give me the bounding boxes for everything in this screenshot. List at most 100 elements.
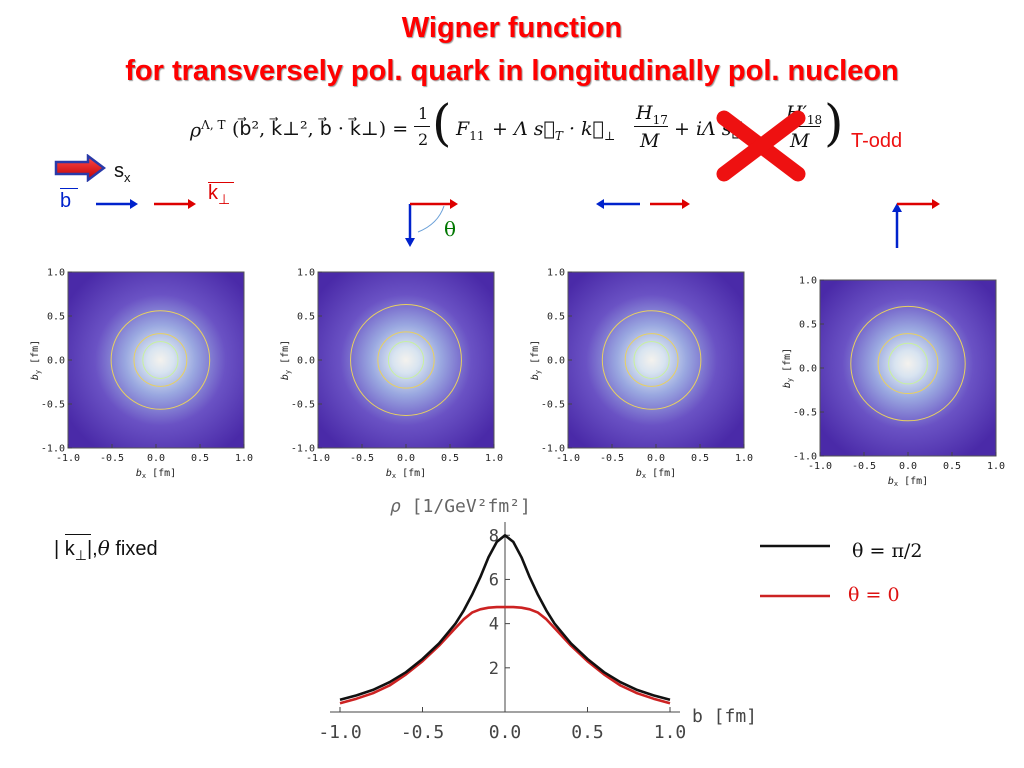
x-tick-label: -1.0: [306, 453, 330, 464]
heatmap-background: [820, 280, 996, 456]
sx-label: sx: [114, 160, 131, 185]
formula-term1: F11: [456, 118, 485, 143]
x-axis-label: bx [fm]: [636, 468, 676, 480]
y-axis-label: by [fm]: [782, 348, 794, 388]
x-tick-label: -0.5: [350, 453, 374, 464]
line-x-tick-label: 0.5: [571, 722, 604, 743]
y-tick-label: 1.0: [799, 276, 817, 287]
x-tick-label: -0.5: [852, 461, 876, 472]
k-label: k⊥: [208, 182, 234, 208]
legend-black-label: θ = π/2: [852, 540, 923, 562]
spin-arrow-icon: [54, 154, 106, 182]
formula-frac2-bar: [634, 126, 668, 127]
contour-line: [350, 304, 462, 416]
contour-line: [877, 333, 939, 395]
formula-lhs-args: (b⃗², k⃗⊥², b⃗ · k⃗⊥) =: [232, 118, 409, 140]
y-tick-label: -1.0: [541, 444, 565, 455]
slide-title-line2: for transversely pol. quark in longitudi…: [125, 55, 899, 87]
heatmap-frame: [819, 279, 997, 457]
heatmap-background: [318, 272, 494, 448]
x-tick-label: 1.0: [235, 453, 253, 464]
contour-line: [633, 341, 670, 379]
formula-paren-left: (: [432, 94, 452, 152]
x-tick-label: 0.0: [899, 461, 917, 472]
x-tick-label: 0.0: [397, 453, 415, 464]
y-tick-label: -0.5: [541, 400, 565, 411]
x-tick-label: -1.0: [56, 453, 80, 464]
y-tick-label: 0.0: [799, 364, 817, 375]
config-arrows-4: [892, 199, 940, 248]
formula: ρΛ, T (b⃗², k⃗⊥², b⃗ · k⃗⊥) = 1 2 ( F11 …: [190, 94, 844, 170]
x-axis-label: bx [fm]: [888, 476, 928, 488]
formula-paren-right: ): [824, 94, 844, 152]
line-x-tick-label: -0.5: [401, 722, 444, 743]
line-chart-x-label: b [fm]: [692, 706, 757, 727]
y-tick-label: -0.5: [41, 400, 65, 411]
y-tick-label: 1.0: [47, 268, 65, 279]
heatmap-4: -1.0 -0.5 0.0 0.5 1.0 1.0 0.5 0.0 -0.5 -1.0 bx [fm…: [782, 276, 1005, 489]
legend-red-label: θ = 0: [848, 584, 900, 606]
x-axis-label: bx [fm]: [136, 468, 176, 480]
formula-half-den: 2: [418, 130, 429, 149]
heatmap-frame: [67, 271, 245, 449]
line-y-tick-label: 8: [489, 526, 499, 546]
contour-line: [850, 305, 966, 422]
line-x-tick-label: -1.0: [318, 722, 361, 743]
y-axis-label: by [fm]: [30, 340, 42, 380]
series-line-theta-zero: [339, 605, 671, 705]
heatmap-2: -1.0 -0.5 0.0 0.5 1.0 1.0 0.5 0.0 -0.5 -1.0 bx [fm…: [280, 268, 503, 481]
formula-half-bar: [414, 126, 430, 127]
x-axis-label: bx [fm]: [386, 468, 426, 480]
heatmap-background: [568, 272, 744, 448]
x-tick-label: 1.0: [485, 453, 503, 464]
line-legend-swatches: [760, 544, 830, 598]
contour-line: [377, 331, 435, 389]
series-line-theta-pi-half: [339, 533, 671, 702]
x-tick-label: 0.5: [441, 453, 459, 464]
heatmap-density: [820, 280, 996, 456]
line-chart-y-label: ρ [1/GeV²fm²]: [390, 496, 531, 517]
x-tick-label: -1.0: [808, 461, 832, 472]
x-tick-label: 1.0: [735, 453, 753, 464]
line-y-tick-label: 6: [489, 570, 499, 590]
heatmap-density: [568, 272, 744, 448]
b-arrow-icon: [96, 199, 138, 209]
config-arrows-3: [596, 199, 690, 209]
t-odd-label: T-odd: [851, 130, 903, 152]
y-tick-label: -0.5: [793, 408, 817, 419]
k-arrow-icon: [154, 199, 196, 209]
contour-line: [624, 333, 679, 387]
y-tick-label: -1.0: [41, 444, 65, 455]
x-tick-label: 0.5: [191, 453, 209, 464]
config-arrows-2: [405, 199, 458, 247]
heatmap-frame: [567, 271, 745, 449]
y-tick-label: 0.0: [547, 356, 565, 367]
line-y-tick-label: 4: [489, 615, 499, 635]
y-tick-label: 0.5: [47, 312, 65, 323]
cross-out-icon: [716, 110, 806, 182]
y-axis-label: by [fm]: [280, 340, 292, 380]
theta-label: θ: [444, 217, 457, 241]
k-vector-bar: [208, 182, 234, 183]
y-axis-label: by [fm]: [530, 340, 542, 380]
heatmap-background: [68, 272, 244, 448]
b-vector-bar: [60, 188, 78, 189]
formula-frac3-den: M: [790, 130, 810, 152]
heatmap-density: [68, 272, 244, 448]
contour-line: [387, 341, 425, 379]
line-x-tick-label: 1.0: [654, 722, 687, 743]
formula-half-num: 1: [418, 104, 429, 123]
formula-frac2-num: H17: [636, 102, 668, 127]
density-line-chart: ρ [1/GeV²fm²] 2 4 6 8 -1.0 -0.5 0.0 0.5 1.0b [fm]: [318, 496, 757, 743]
x-tick-label: -0.5: [100, 453, 124, 464]
formula-term2: + Λ s⃗T · k⃗⊥: [492, 118, 616, 143]
x-tick-label: -1.0: [556, 453, 580, 464]
formula-frac2-den: M: [640, 130, 660, 152]
y-tick-label: -0.5: [291, 400, 315, 411]
x-tick-label: 0.0: [147, 453, 165, 464]
y-tick-label: 0.5: [547, 312, 565, 323]
note-k-vector-bar: [64, 534, 91, 535]
contour-line: [142, 341, 179, 379]
contour-line: [888, 342, 928, 385]
contour-line: [601, 310, 702, 410]
